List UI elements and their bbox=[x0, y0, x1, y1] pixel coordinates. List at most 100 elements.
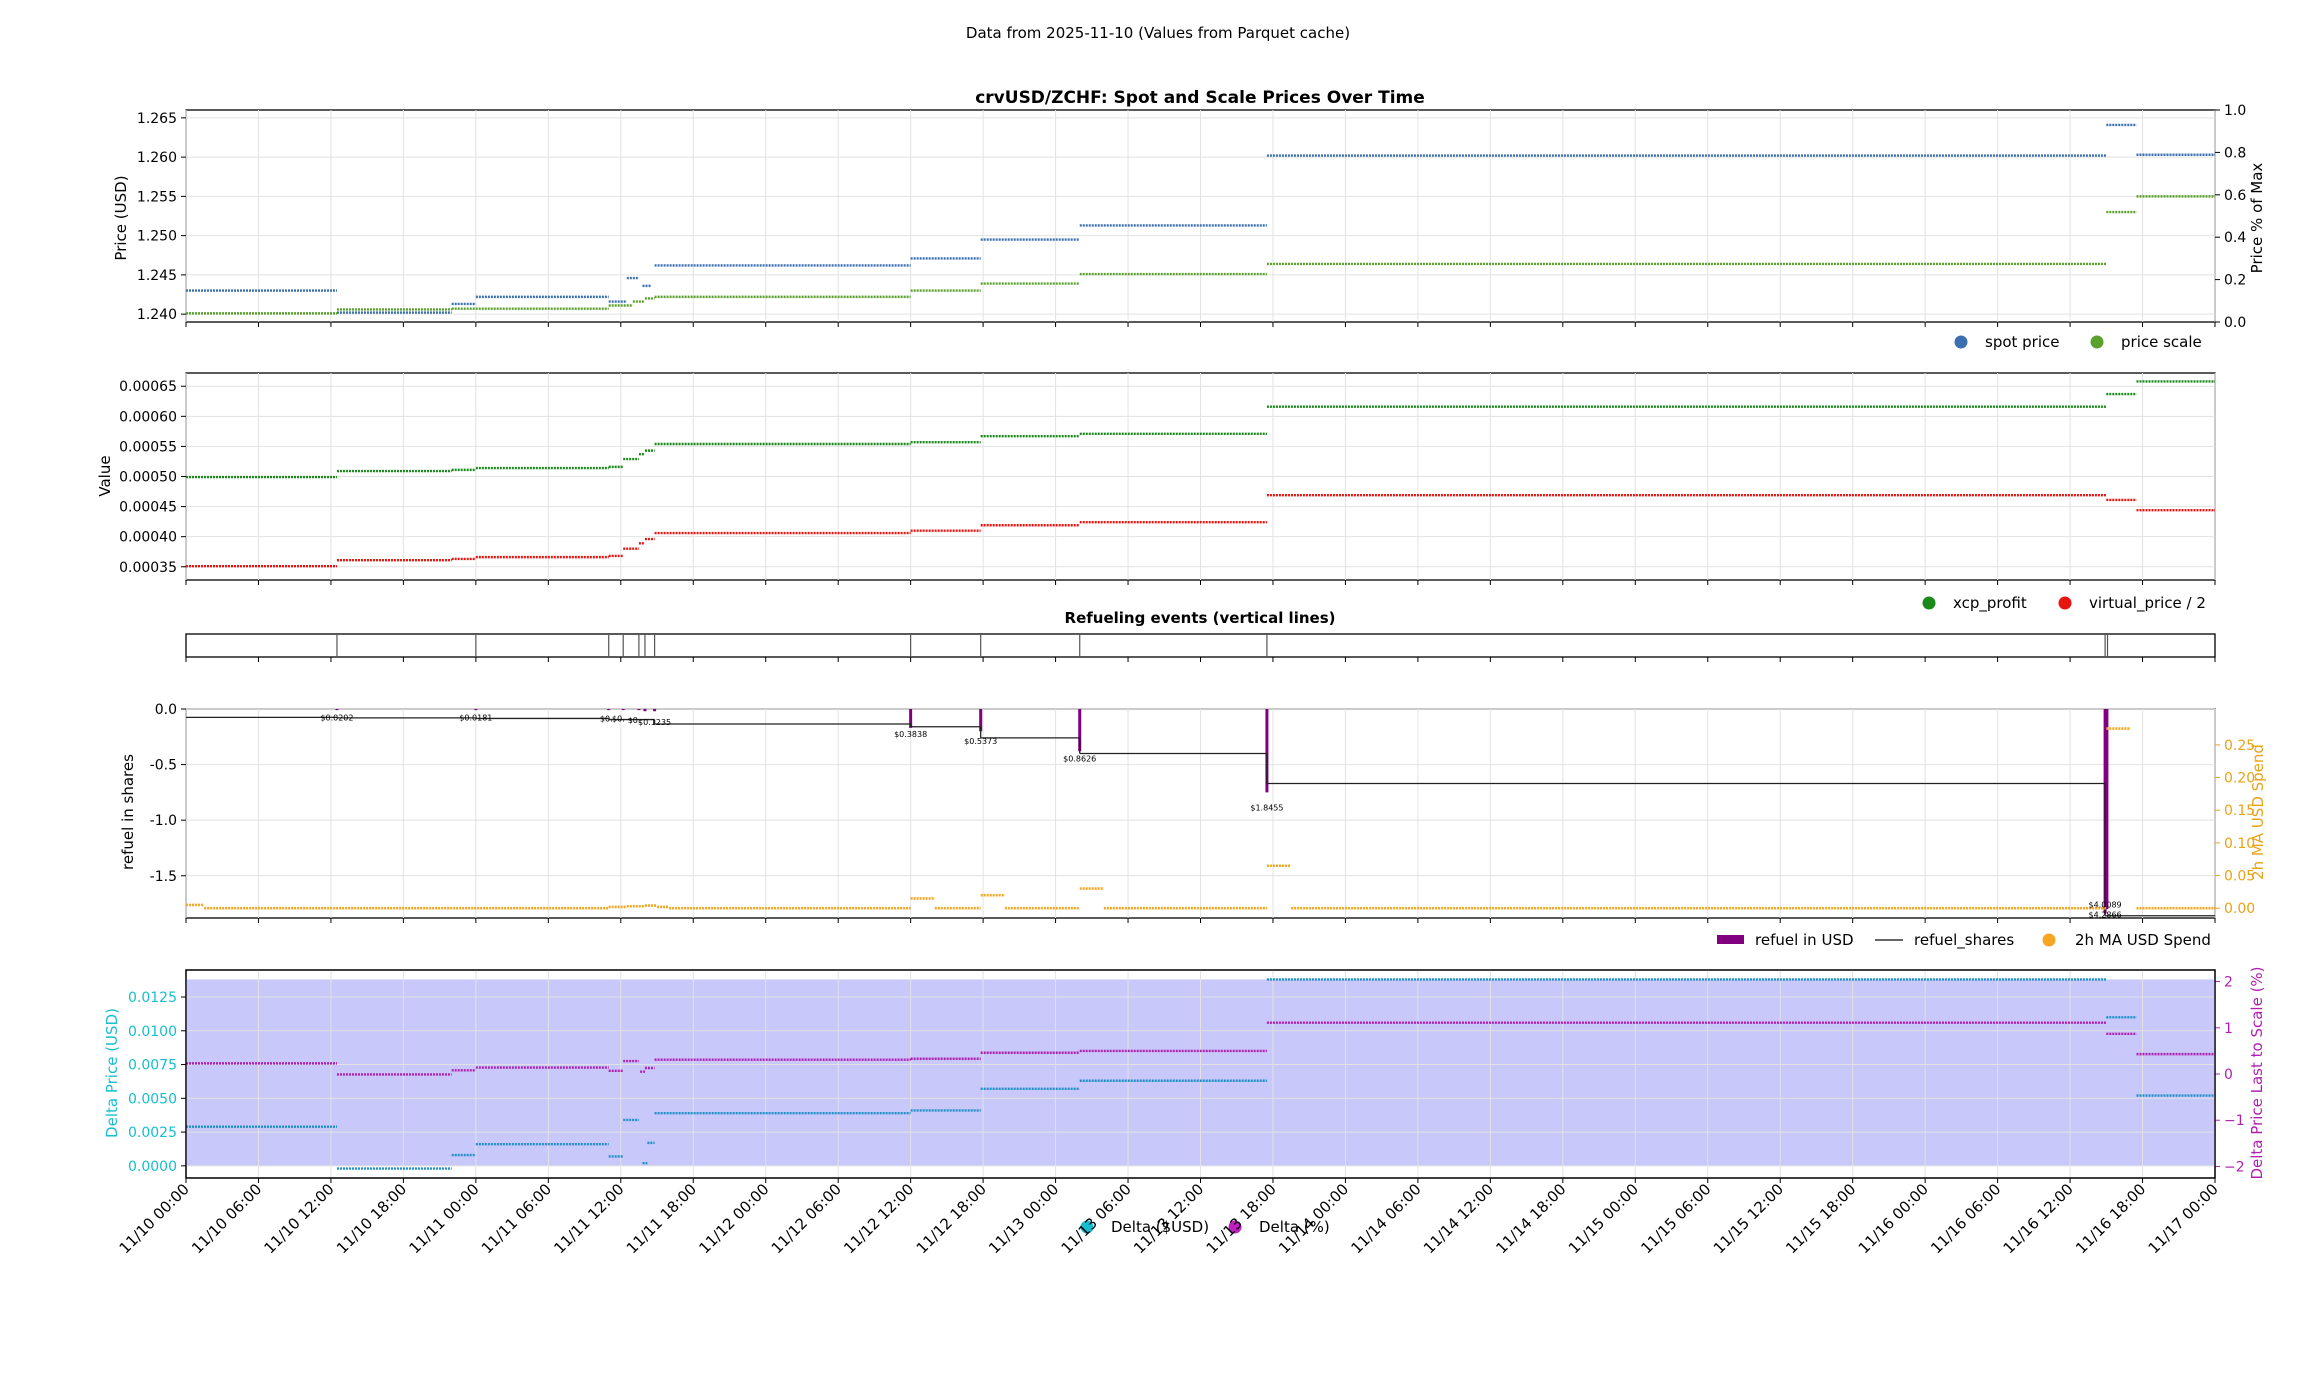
legend-marker-refuel-usd bbox=[1717, 935, 1744, 944]
price-panel-ylabel-right: Price % of Max bbox=[2248, 163, 2266, 274]
refuel-usd-bar-12 bbox=[2105, 709, 2109, 910]
legend-label-price-scale: price scale bbox=[2121, 333, 2202, 351]
refuel-usd-bar-2 bbox=[607, 709, 611, 711]
x-tick-label-1: 11/10 06:00 bbox=[188, 1180, 265, 1257]
refuel-usd-bar-3 bbox=[621, 709, 625, 711]
x-tick-label-2: 11/10 12:00 bbox=[261, 1180, 338, 1257]
tick-label-y-p2-3: 0.00050 bbox=[119, 470, 177, 486]
tick-label-y-p5-5: 0.0125 bbox=[128, 990, 177, 1006]
plot-frame-p5-top bbox=[185, 969, 2216, 1179]
x-tick-label-3: 11/10 18:00 bbox=[333, 1180, 410, 1257]
tick-label-y-p4-2: -1.0 bbox=[150, 813, 177, 829]
x-tick-label-18: 11/14 12:00 bbox=[1420, 1180, 1497, 1257]
tick-label-y-p1-3: 1.255 bbox=[137, 189, 177, 205]
tick-label-y-right-p4-4: 0.20 bbox=[2224, 771, 2255, 787]
tick-label-y-right-p5-4: 2 bbox=[2224, 975, 2233, 991]
tick-label-y-right-p4-3: 0.15 bbox=[2224, 803, 2255, 819]
delta-panel-ylabel: Delta Price (USD) bbox=[103, 1008, 121, 1138]
tick-label-y-p4-3: -1.5 bbox=[150, 869, 177, 885]
tick-label-y-p2-0: 0.00035 bbox=[119, 560, 177, 576]
tick-label-y-right-p1-3: 0.6 bbox=[2224, 188, 2246, 204]
x-tick-label-17: 11/14 06:00 bbox=[1347, 1180, 1424, 1257]
legend-label-refuel-usd: refuel in USD bbox=[1755, 931, 1854, 949]
value-panel: Value xcp_profit virtual_price / 2 0.000… bbox=[96, 372, 2216, 613]
refuel-annotation-5: $0.1235 bbox=[638, 718, 671, 727]
x-tick-label-11: 11/12 18:00 bbox=[913, 1180, 990, 1257]
price-panel: crvUSD/ZCHF: Spot and Scale Prices Over … bbox=[112, 88, 2266, 351]
refuel-usd-bar-10 bbox=[1265, 709, 1269, 793]
legend-label-xcp-profit: xcp_profit bbox=[1953, 594, 2027, 613]
x-tick-label-20: 11/15 00:00 bbox=[1565, 1180, 1642, 1257]
tick-label-y-right-p4-0: 0.00 bbox=[2224, 901, 2255, 917]
tick-label-y-p5-2: 0.0050 bbox=[128, 1091, 177, 1107]
plot-frame-p3 bbox=[185, 633, 2216, 658]
legend-marker-spot-price bbox=[1954, 335, 1968, 349]
delta-panel-ylabel-right: Delta Price Last to Scale (%) bbox=[2248, 966, 2266, 1179]
refuel-annotation-8: $0.8626 bbox=[1063, 755, 1096, 764]
tick-label-y-right-p5-0: −2 bbox=[2224, 1159, 2245, 1175]
x-tick-label-4: 11/11 00:00 bbox=[405, 1180, 482, 1257]
figure-suptitle: Data from 2025-11-10 (Values from Parque… bbox=[966, 24, 1350, 42]
x-tick-label-21: 11/15 06:00 bbox=[1637, 1180, 1714, 1257]
price-panel-legend: spot price price scale bbox=[1954, 333, 2202, 351]
x-tick-label-0: 11/10 00:00 bbox=[116, 1180, 193, 1257]
refuel-usd-bar-7 bbox=[909, 709, 913, 728]
legend-label-refuel-shares: refuel_shares bbox=[1914, 931, 2014, 950]
legend-marker-virtual-price bbox=[2058, 596, 2072, 610]
legend-label-virtual-price: virtual_price / 2 bbox=[2089, 594, 2206, 613]
refuel-usd-bar-6 bbox=[653, 709, 657, 712]
value-panel-legend: xcp_profit virtual_price / 2 bbox=[1922, 594, 2206, 613]
x-tick-label-9: 11/12 06:00 bbox=[768, 1180, 845, 1257]
refuel-panel-legend: refuel in USD refuel_shares 2h MA USD Sp… bbox=[1717, 931, 2211, 950]
tick-label-y-p1-1: 1.245 bbox=[137, 268, 177, 284]
refuel-panel-ylabel-right: 2h MA USD Spend bbox=[2249, 744, 2267, 880]
value-panel-ylabel: Value bbox=[96, 455, 114, 496]
legend-marker-xcp-profit bbox=[1922, 596, 1936, 610]
x-tick-label-6: 11/11 12:00 bbox=[550, 1180, 627, 1257]
tick-label-y-right-p5-2: 0 bbox=[2224, 1067, 2233, 1083]
tick-label-y-p4-1: -0.5 bbox=[150, 758, 177, 774]
refuel-annotation-2: $0. bbox=[600, 715, 613, 724]
x-tick-label-19: 11/14 18:00 bbox=[1492, 1180, 1569, 1257]
refuel-annotation-6: $0.3838 bbox=[894, 730, 927, 739]
x-tick-label-26: 11/16 12:00 bbox=[2000, 1180, 2077, 1257]
tick-label-y-p1-5: 1.265 bbox=[137, 111, 177, 127]
refuel-usd-bar-1 bbox=[474, 709, 478, 711]
legend-marker-ma-spend bbox=[2042, 933, 2056, 947]
tick-label-y-right-p5-3: 1 bbox=[2224, 1021, 2233, 1037]
tick-label-y-p5-0: 0.0000 bbox=[128, 1159, 177, 1175]
refuel-annotation-1: $0.0181 bbox=[459, 714, 492, 723]
tick-label-y-p4-0: 0.0 bbox=[155, 702, 177, 718]
legend-marker-delta-usd bbox=[1080, 1220, 1094, 1234]
tick-label-y-p2-5: 0.00060 bbox=[119, 409, 177, 425]
tick-label-y-p2-1: 0.00040 bbox=[119, 530, 177, 546]
tick-label-y-right-p4-1: 0.05 bbox=[2224, 869, 2255, 885]
tick-label-y-p5-4: 0.0100 bbox=[128, 1024, 177, 1040]
refuel-annotation-10: $4.0089 bbox=[2089, 900, 2122, 909]
tick-label-y-right-p4-5: 0.25 bbox=[2224, 738, 2255, 754]
x-tick-label-10: 11/12 12:00 bbox=[840, 1180, 917, 1257]
tick-label-y-right-p1-4: 0.8 bbox=[2224, 145, 2246, 161]
tick-label-y-p1-4: 1.260 bbox=[137, 150, 177, 166]
x-tick-label-22: 11/15 12:00 bbox=[1710, 1180, 1787, 1257]
legend-marker-delta-pct bbox=[1228, 1220, 1242, 1234]
refuel-usd-bar-0 bbox=[335, 709, 339, 711]
refuel-annotation-11: $4.2866 bbox=[2089, 910, 2122, 919]
x-tick-label-24: 11/16 00:00 bbox=[1855, 1180, 1932, 1257]
legend-label-ma-spend: 2h MA USD Spend bbox=[2075, 931, 2211, 949]
x-tick-label-28: 11/17 00:00 bbox=[2145, 1180, 2222, 1257]
tick-label-y-right-p1-5: 1.0 bbox=[2224, 103, 2246, 119]
tick-label-y-p2-6: 0.00065 bbox=[119, 379, 177, 395]
refuel-usd-bar-8 bbox=[979, 709, 983, 732]
price-panel-ylabel: Price (USD) bbox=[112, 175, 130, 260]
tick-label-y-p5-3: 0.0075 bbox=[128, 1058, 177, 1074]
x-tick-label-23: 11/15 18:00 bbox=[1782, 1180, 1859, 1257]
legend-marker-price-scale bbox=[2090, 335, 2104, 349]
refuel-events-panel: Refueling events (vertical lines) bbox=[185, 609, 2216, 662]
refuel-annotation-3: $0. bbox=[612, 715, 625, 724]
refuel-panel: refuel in shares 2h MA USD Spend refuel … bbox=[119, 702, 2267, 950]
refuel-annotation-0: $0.0202 bbox=[320, 714, 353, 723]
refuel-annotation-4: $0. bbox=[628, 716, 641, 725]
